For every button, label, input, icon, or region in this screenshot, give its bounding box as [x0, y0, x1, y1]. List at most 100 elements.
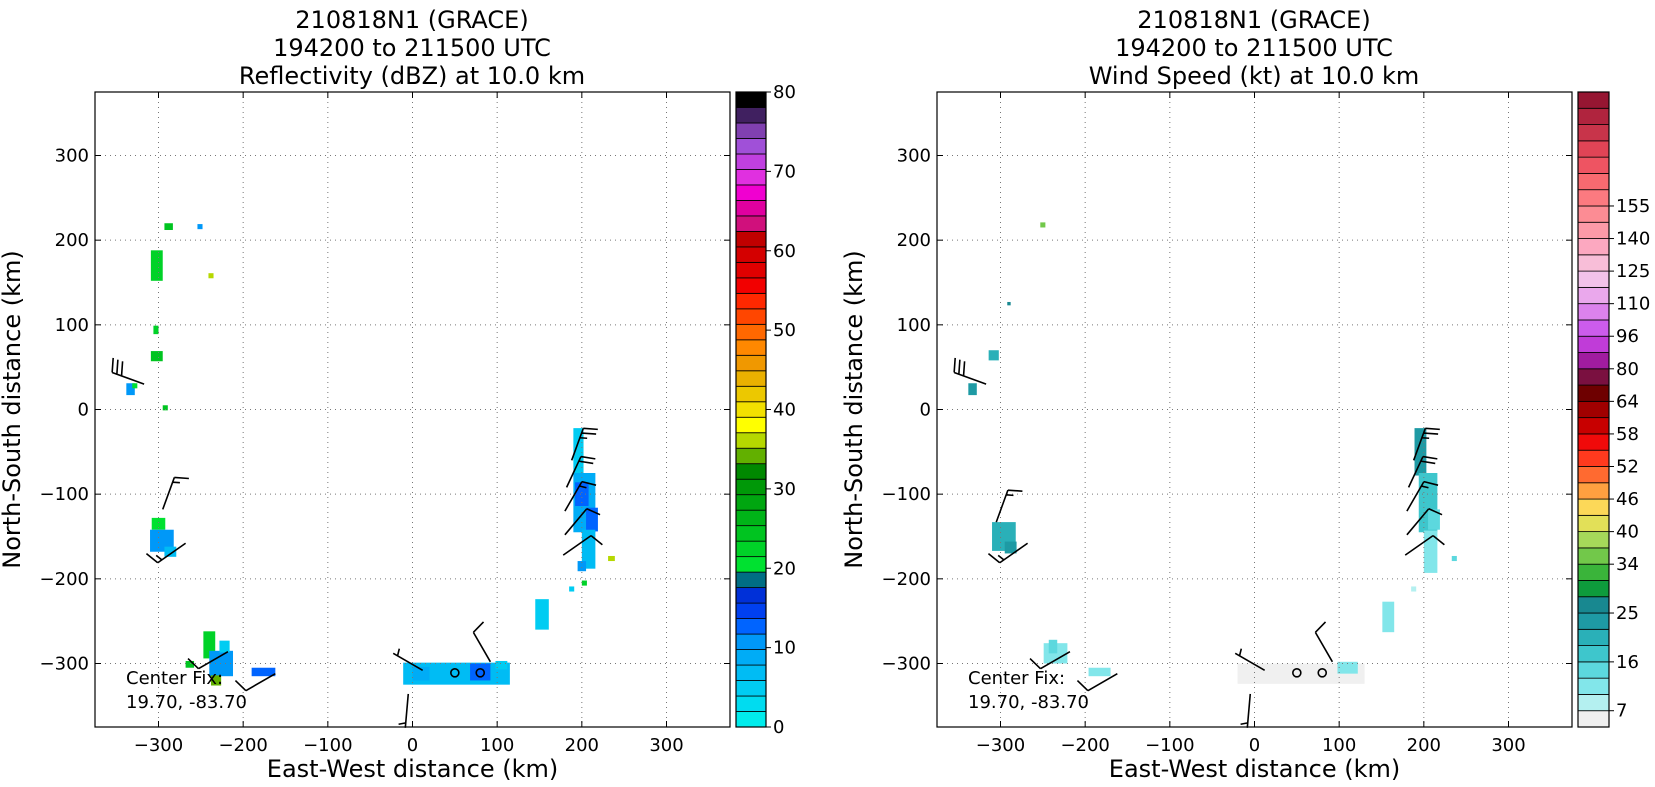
wind-barb-10 — [1407, 455, 1438, 488]
field-cell-31 — [535, 599, 549, 630]
colorbar-segment-35 — [1577, 156, 1610, 174]
x-axis-label: East-West distance (km) — [1109, 755, 1400, 783]
colorbar: 7 16 25 34 40 46 52 58 64 80 96 110 125 140 155 — [1577, 91, 1650, 728]
colorbar-tick-label-2: 10 — [773, 638, 796, 659]
xtick-label-4: 0 — [1249, 735, 1260, 756]
chart-title-line-1: 210818N1 (GRACE) — [1137, 6, 1370, 34]
colorbar-tick-label-13: 125 — [1616, 261, 1650, 282]
field-cell-18 — [1382, 601, 1395, 633]
center-fix-annotation-line-1: Center Fix: — [126, 668, 223, 689]
y-axis-label: North-South distance (km) — [0, 250, 26, 569]
colorbar-tick-label-6: 46 — [1616, 489, 1639, 510]
chart-panel-1: 210818N1 (GRACE)194200 to 211500 UTCRefl… — [0, 6, 796, 783]
colorbar-segment-33 — [1577, 189, 1610, 207]
field-cell-7 — [197, 224, 203, 230]
wind-barb-8 — [472, 621, 492, 663]
xtick-label-7: 300 — [649, 735, 683, 756]
colorbar-segment-3 — [1577, 677, 1610, 695]
field-cell-8 — [1048, 639, 1058, 654]
field-cell-20 — [412, 666, 430, 681]
colorbar-tick-label-8: 70 — [773, 161, 796, 182]
colorbar-segment-39 — [735, 122, 767, 139]
colorbar-segment-8 — [735, 602, 767, 619]
field-cell-11 — [150, 529, 174, 552]
colorbar-segment-19 — [735, 432, 767, 449]
grid-lines — [937, 92, 1572, 727]
colorbar-segment-12 — [735, 540, 767, 558]
colorbar-segment-9 — [1577, 580, 1610, 598]
field-cell-17 — [1411, 586, 1417, 592]
field-cell-12 — [164, 546, 177, 557]
x-axis-label: East-West distance (km) — [267, 755, 558, 783]
colorbar-segment-37 — [735, 153, 767, 170]
colorbar: 0 10 20 30 40 50 60 70 80 — [735, 82, 796, 738]
xtick-label-3: −100 — [1145, 735, 1194, 756]
chart-title-line-2: 194200 to 211500 UTC — [273, 34, 551, 62]
colorbar-segment-25 — [735, 339, 767, 356]
colorbar-segment-24 — [735, 354, 767, 372]
ytick-label-6: 200 — [897, 230, 931, 251]
field-cell-13 — [203, 631, 216, 659]
xtick-label-7: 300 — [1491, 735, 1525, 756]
xtick-label-6: 200 — [1407, 735, 1441, 756]
center-fix-annotation-line-2: 19.70, -83.70 — [968, 692, 1089, 713]
field-cell-5 — [150, 250, 163, 281]
field-cell-2 — [132, 383, 138, 389]
field-cell-6 — [1004, 541, 1017, 554]
colorbar-segment-38 — [1577, 107, 1610, 125]
colorbar-segment-41 — [735, 91, 767, 108]
colorbar-segment-25 — [1577, 319, 1610, 337]
colorbar-segment-1 — [1577, 710, 1610, 728]
colorbar-tick-label-12: 110 — [1616, 294, 1650, 315]
field-cell-4 — [1040, 222, 1046, 228]
field-cell-23 — [573, 428, 584, 476]
grid-lines — [95, 92, 730, 727]
wind-barb-2 — [995, 489, 1023, 523]
wind-barb-12 — [564, 508, 601, 536]
ytick-label-1: −300 — [882, 654, 931, 675]
colorbar-segment-23 — [1577, 352, 1610, 370]
wind-barb-11 — [1406, 480, 1439, 512]
colorbar-tick-label-8: 58 — [1616, 424, 1639, 445]
colorbar-segment-28 — [1577, 270, 1610, 288]
colorbar-segment-9 — [735, 587, 767, 604]
ytick-label-2: −200 — [882, 569, 931, 590]
colorbar-segment-27 — [735, 308, 767, 325]
colorbar-segment-17 — [735, 463, 767, 480]
field-cell-15 — [219, 640, 230, 653]
field-cell-1 — [126, 383, 135, 396]
ytick-label-4: 0 — [78, 400, 89, 421]
colorbar-segment-6 — [1577, 628, 1610, 646]
center-fix-annotation-line-1: Center Fix: — [968, 668, 1065, 689]
colorbar-segment-5 — [1577, 645, 1610, 663]
colorbar-segment-30 — [1577, 238, 1610, 256]
chart-title-line-2: 194200 to 211500 UTC — [1115, 34, 1393, 62]
wind-barb-9 — [570, 427, 598, 461]
field-cell-29 — [608, 555, 615, 562]
colorbar-segment-14 — [1577, 498, 1610, 516]
center-fix-annotation-line-2: 19.70, -83.70 — [126, 692, 247, 713]
colorbar-segment-7 — [735, 618, 767, 635]
colorbar-tick-label-3: 25 — [1616, 603, 1639, 624]
center-marker-2 — [1317, 668, 1328, 678]
field-cell-11 — [1337, 661, 1358, 674]
colorbar-segment-12 — [1577, 531, 1610, 549]
xtick-label-5: 100 — [1322, 735, 1356, 756]
colorbar-segment-13 — [1577, 514, 1610, 533]
field-cell-4 — [150, 351, 163, 362]
colorbar-segment-40 — [735, 107, 767, 124]
wind-barb-2 — [161, 476, 189, 510]
colorbar-segment-23 — [735, 370, 767, 387]
ytick-label-1: −300 — [40, 654, 89, 675]
field-cell-28 — [577, 561, 587, 572]
colorbar-segment-4 — [735, 664, 767, 681]
xtick-label-4: 0 — [407, 735, 418, 756]
colorbar-segment-10 — [735, 571, 767, 589]
colorbar-frame — [1577, 91, 1610, 728]
wind-barb-8 — [1314, 621, 1334, 663]
wind-barb-13 — [1404, 534, 1445, 556]
colorbar-segment-34 — [1577, 173, 1610, 191]
xtick-label-2: −200 — [218, 735, 267, 756]
field-cell-1 — [968, 383, 977, 396]
wind-barb-12 — [1406, 508, 1443, 536]
